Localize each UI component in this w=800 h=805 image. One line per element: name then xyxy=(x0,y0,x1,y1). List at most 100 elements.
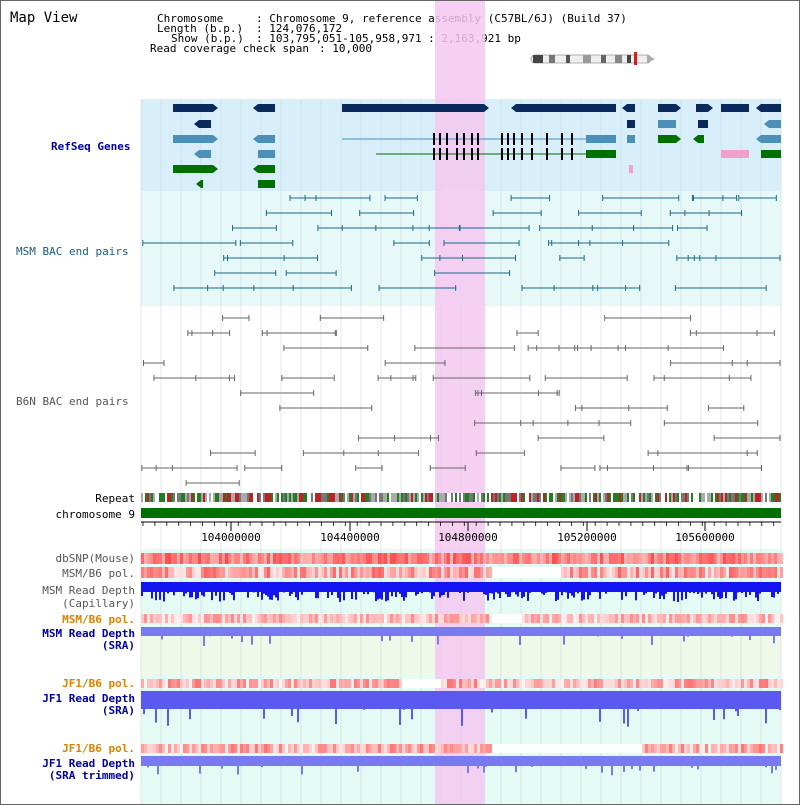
heatmap-cell xyxy=(213,553,216,564)
depth-bar xyxy=(273,627,275,636)
repeat-mark xyxy=(477,493,479,502)
depth-bar xyxy=(311,627,313,636)
heatmap-cell xyxy=(342,679,345,688)
chromosome-ideogram[interactable] xyxy=(530,52,655,65)
depth-bar xyxy=(741,627,743,636)
heatmap-cell xyxy=(672,567,675,578)
heatmap-cell xyxy=(222,614,225,623)
refseq-genes-label[interactable]: RefSeq Genes xyxy=(51,140,131,153)
depth-bar xyxy=(327,627,329,636)
msm-b6-pol-label-2[interactable]: MSM/B6 pol. xyxy=(62,613,135,626)
depth-bar xyxy=(691,582,693,592)
depth-bar xyxy=(471,582,473,592)
heatmap-cell xyxy=(633,744,636,753)
read-depth-tracks[interactable] xyxy=(141,582,781,776)
heatmap-cell xyxy=(717,744,720,753)
heatmap-cell xyxy=(441,614,444,623)
jf1-b6-pol-label-1[interactable]: JF1/B6 pol. xyxy=(62,677,135,690)
depth-bar xyxy=(473,691,475,709)
heatmap-cell xyxy=(435,614,438,623)
depth-bar xyxy=(449,756,451,766)
msm-b6-pol-label-1[interactable]: MSM/B6 pol. xyxy=(62,567,135,580)
heatmap-cell xyxy=(159,744,162,753)
repeat-mark xyxy=(391,493,393,502)
heatmap-cell xyxy=(375,679,378,688)
heatmap-cell xyxy=(723,614,726,623)
depth-bar xyxy=(331,691,333,709)
depth-bar xyxy=(575,756,577,766)
msm-depth-capillary-label[interactable]: MSM Read Depth xyxy=(42,584,135,597)
dbsnp-label[interactable]: dbSNP(Mouse) xyxy=(55,552,135,565)
heatmap-cell xyxy=(384,679,387,688)
highlight-region[interactable] xyxy=(435,1,485,804)
repeat-mark xyxy=(307,493,309,502)
repeat-mark xyxy=(651,493,653,502)
depth-bar xyxy=(189,691,191,720)
depth-bar xyxy=(153,582,155,592)
depth-bar xyxy=(699,691,701,709)
heatmap-cell xyxy=(531,567,534,578)
msm-depth-sra-label[interactable]: MSM Read Depth xyxy=(42,627,135,640)
depth-bar xyxy=(229,691,231,709)
depth-bar xyxy=(779,582,781,592)
exon-mark xyxy=(439,133,441,145)
heatmap-cell xyxy=(348,679,351,688)
heatmap-cell xyxy=(444,679,447,688)
repeat-track[interactable] xyxy=(141,493,781,502)
msm-bac-label[interactable]: MSM BAC end pairs xyxy=(16,245,129,258)
depth-bar xyxy=(777,582,779,594)
depth-bar xyxy=(151,691,153,709)
depth-bar xyxy=(331,582,333,596)
depth-bar xyxy=(401,756,403,766)
depth-bar xyxy=(655,582,657,594)
heatmap-cell xyxy=(477,553,480,564)
depth-bar xyxy=(143,582,145,592)
b6n-bac-label[interactable]: B6N BAC end pairs xyxy=(16,395,129,408)
jf1-depth-sra-label[interactable]: JF1 Read Depth xyxy=(42,692,135,705)
depth-bar xyxy=(739,627,741,636)
heatmap-cell xyxy=(345,679,348,688)
depth-bar xyxy=(473,627,475,636)
depth-bar xyxy=(515,756,517,773)
repeat-mark xyxy=(247,493,249,502)
depth-bar xyxy=(637,691,639,711)
heatmap-cell xyxy=(696,567,699,578)
msm-bac-end-pairs-track[interactable] xyxy=(142,195,781,291)
depth-bar xyxy=(275,691,277,709)
b6n-bac-end-pairs-track[interactable] xyxy=(141,315,781,486)
heatmap-cell xyxy=(780,744,783,753)
depth-bar xyxy=(625,756,627,766)
heatmap-cell xyxy=(381,553,384,564)
depth-bar xyxy=(233,691,235,709)
depth-bar xyxy=(645,691,647,709)
depth-bar xyxy=(323,582,325,592)
depth-bar xyxy=(369,627,371,636)
depth-bar xyxy=(701,756,703,766)
refseq-genes-track[interactable] xyxy=(173,104,781,188)
repeat-mark xyxy=(609,493,611,502)
heatmap-cell xyxy=(747,744,750,753)
jf1-depth-trimmed-label[interactable]: JF1 Read Depth xyxy=(42,757,135,770)
jf1-b6-pol-label-2[interactable]: JF1/B6 pol. xyxy=(62,742,135,755)
depth-bar xyxy=(359,691,361,709)
heatmap-cell xyxy=(282,679,285,688)
depth-bar xyxy=(415,691,417,709)
repeat-mark xyxy=(383,493,385,502)
depth-bar xyxy=(379,627,381,636)
heatmap-cell xyxy=(348,744,351,753)
depth-bar xyxy=(703,691,705,709)
chromosome-bar[interactable] xyxy=(141,508,781,518)
depth-bar xyxy=(757,582,759,602)
heatmap-cell xyxy=(645,553,648,564)
depth-bar xyxy=(683,627,685,642)
depth-bar xyxy=(615,691,617,709)
repeat-mark xyxy=(721,493,723,502)
axis-tick-label: 104400000 xyxy=(320,531,380,544)
heatmap-cell xyxy=(576,679,579,688)
depth-bar xyxy=(633,582,635,592)
heatmap-cell xyxy=(531,679,534,688)
repeat-mark xyxy=(479,493,481,502)
depth-bar xyxy=(623,627,625,636)
heatmap-tracks[interactable] xyxy=(141,553,783,753)
